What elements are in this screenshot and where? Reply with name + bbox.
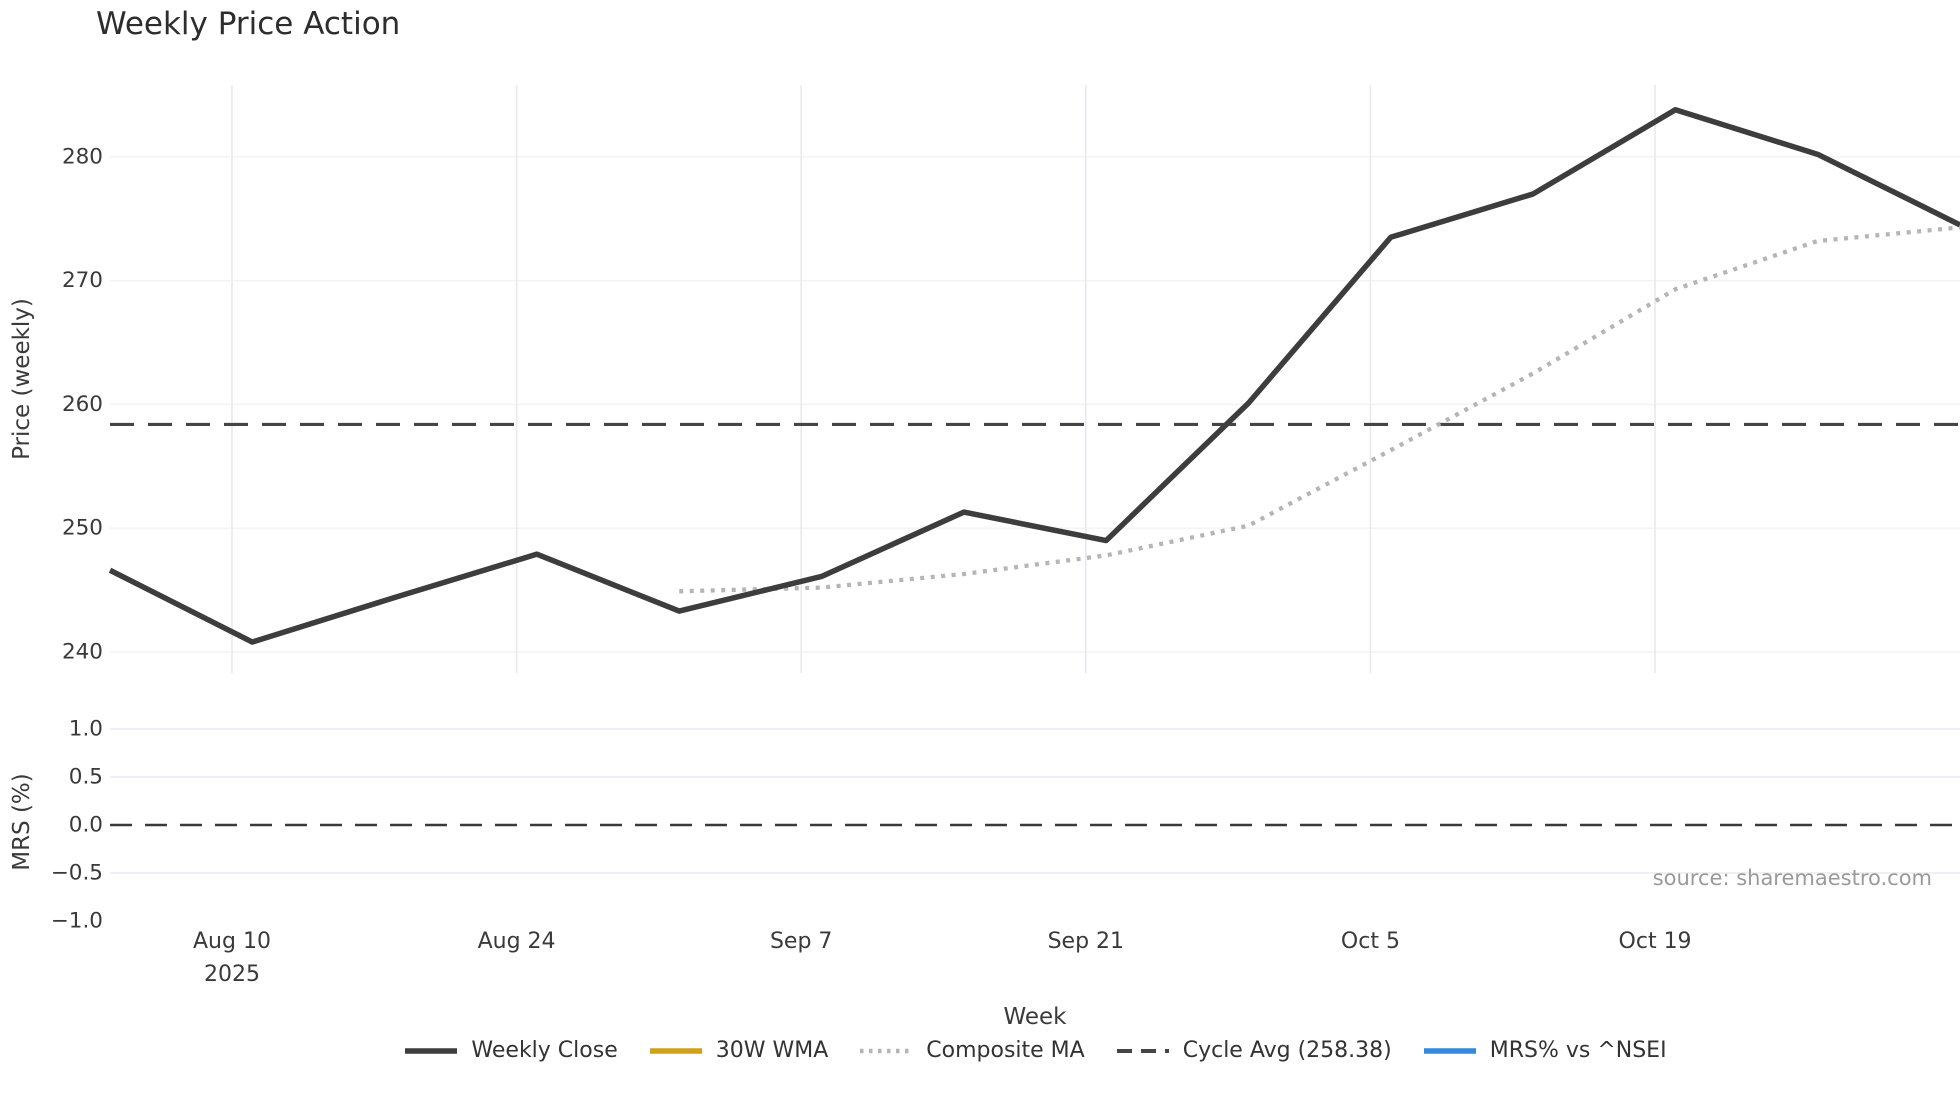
x-tick-label: Aug 10 xyxy=(193,929,271,954)
legend-item: Weekly Close xyxy=(403,1038,618,1063)
legend-item: MRS% vs ^NSEI xyxy=(1422,1038,1667,1063)
legend-swatch-dotted xyxy=(860,1048,913,1053)
legend-swatch-solid xyxy=(1423,1047,1476,1054)
x-tick-label: Sep 21 xyxy=(1048,929,1124,954)
legend-swatch-solid xyxy=(405,1047,458,1054)
y-tick-price: 270 xyxy=(62,268,103,293)
y-tick-mrs: −1.0 xyxy=(51,909,103,934)
legend-item: Cycle Avg (258.38) xyxy=(1115,1038,1392,1063)
composite-ma-line xyxy=(679,225,1960,594)
y-tick-mrs: 0.5 xyxy=(69,765,103,790)
y-axis-label-mrs: MRS (%) xyxy=(9,773,35,871)
chart-title: Weekly Price Action xyxy=(96,6,401,42)
x-tick-label: Oct 5 xyxy=(1341,929,1400,954)
legend-item: 30W WMA xyxy=(648,1038,829,1063)
legend-swatch-solid xyxy=(649,1047,702,1054)
x-tick-label: Aug 24 xyxy=(478,929,556,954)
legend-swatch-dashed xyxy=(1116,1048,1169,1053)
source-credit: source: sharemaestro.com xyxy=(1652,866,1932,890)
legend-label: MRS% vs ^NSEI xyxy=(1489,1038,1667,1063)
y-tick-price: 280 xyxy=(62,144,103,169)
legend-item: Composite MA xyxy=(858,1038,1085,1063)
y-tick-mrs: 0.0 xyxy=(69,813,103,838)
legend: Weekly Close 30W WMA Composite MA Cycle Avg… xyxy=(0,1038,1960,1063)
legend-label: 30W WMA xyxy=(715,1038,829,1063)
legend-label: Composite MA xyxy=(926,1038,1085,1063)
x-tick-label: Sep 7 xyxy=(770,929,832,954)
y-tick-price: 240 xyxy=(62,639,103,664)
weekly-close-line xyxy=(108,107,1960,645)
y-tick-mrs: 1.0 xyxy=(69,717,103,742)
y-tick-mrs: −0.5 xyxy=(51,861,103,886)
x-tick-label: Oct 19 xyxy=(1619,929,1692,954)
legend-label: Weekly Close xyxy=(471,1038,618,1063)
legend-label: Cycle Avg (258.38) xyxy=(1182,1038,1392,1063)
y-axis-label-price: Price (weekly) xyxy=(9,298,35,460)
y-tick-price: 250 xyxy=(62,516,103,541)
x-tick-year: 2025 xyxy=(204,962,260,987)
x-axis-label: Week xyxy=(1003,1004,1067,1030)
y-tick-price: 260 xyxy=(62,392,103,417)
